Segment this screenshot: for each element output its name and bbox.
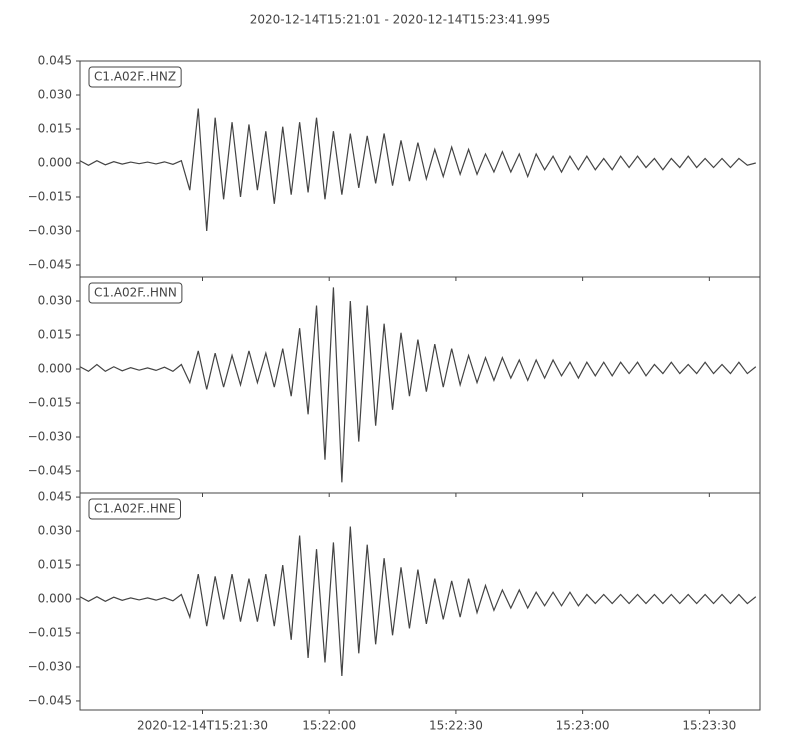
trace-label-box [88,498,181,520]
y-tick-label: 0.000 [38,155,72,169]
plot-frame [79,276,761,494]
y-tick-label: 0.015 [38,558,72,572]
y-tick-label: 0.000 [38,592,72,606]
trace-label: C1.A02F..HNN [94,286,177,300]
x-tick-label: 15:22:00 [302,719,356,733]
y-tick-label: 0.045 [38,490,72,504]
y-tick-label: 0.000 [38,362,72,376]
y-tick-label: −0.015 [28,189,72,203]
y-tick-label: 0.030 [38,294,72,308]
y-tick-label: 0.030 [38,524,72,538]
chart-title: 2020-12-14T15:21:01 - 2020-12-14T15:23:4… [250,13,551,27]
y-tick-label: 0.030 [38,87,72,101]
y-tick-label: 0.015 [38,121,72,135]
trace-label: C1.A02F..HNZ [94,70,176,84]
trace-label-box [88,282,183,304]
trace-label: C1.A02F..HNE [94,502,176,516]
plot-frame [79,492,761,711]
waveform [79,526,757,677]
y-tick-label: −0.045 [28,693,72,707]
x-tick-label: 15:22:30 [429,719,483,733]
y-tick-label: −0.045 [28,257,72,271]
y-tick-label: 0.045 [38,54,72,68]
waveform [79,287,757,483]
y-tick-label: 0.015 [38,328,72,342]
plot-frame [79,60,761,278]
y-tick-label: −0.015 [28,396,72,410]
y-tick-label: −0.015 [28,625,72,639]
trace-label-box [88,66,182,88]
waveform [79,108,756,232]
y-tick-label: −0.030 [28,659,72,673]
y-tick-label: −0.045 [28,464,72,478]
x-tick-label: 15:23:30 [682,719,736,733]
x-tick-label: 2020-12-14T15:21:30 [137,719,268,733]
x-tick-label: 15:23:00 [556,719,610,733]
y-tick-label: −0.030 [28,430,72,444]
y-tick-label: −0.030 [28,223,72,237]
